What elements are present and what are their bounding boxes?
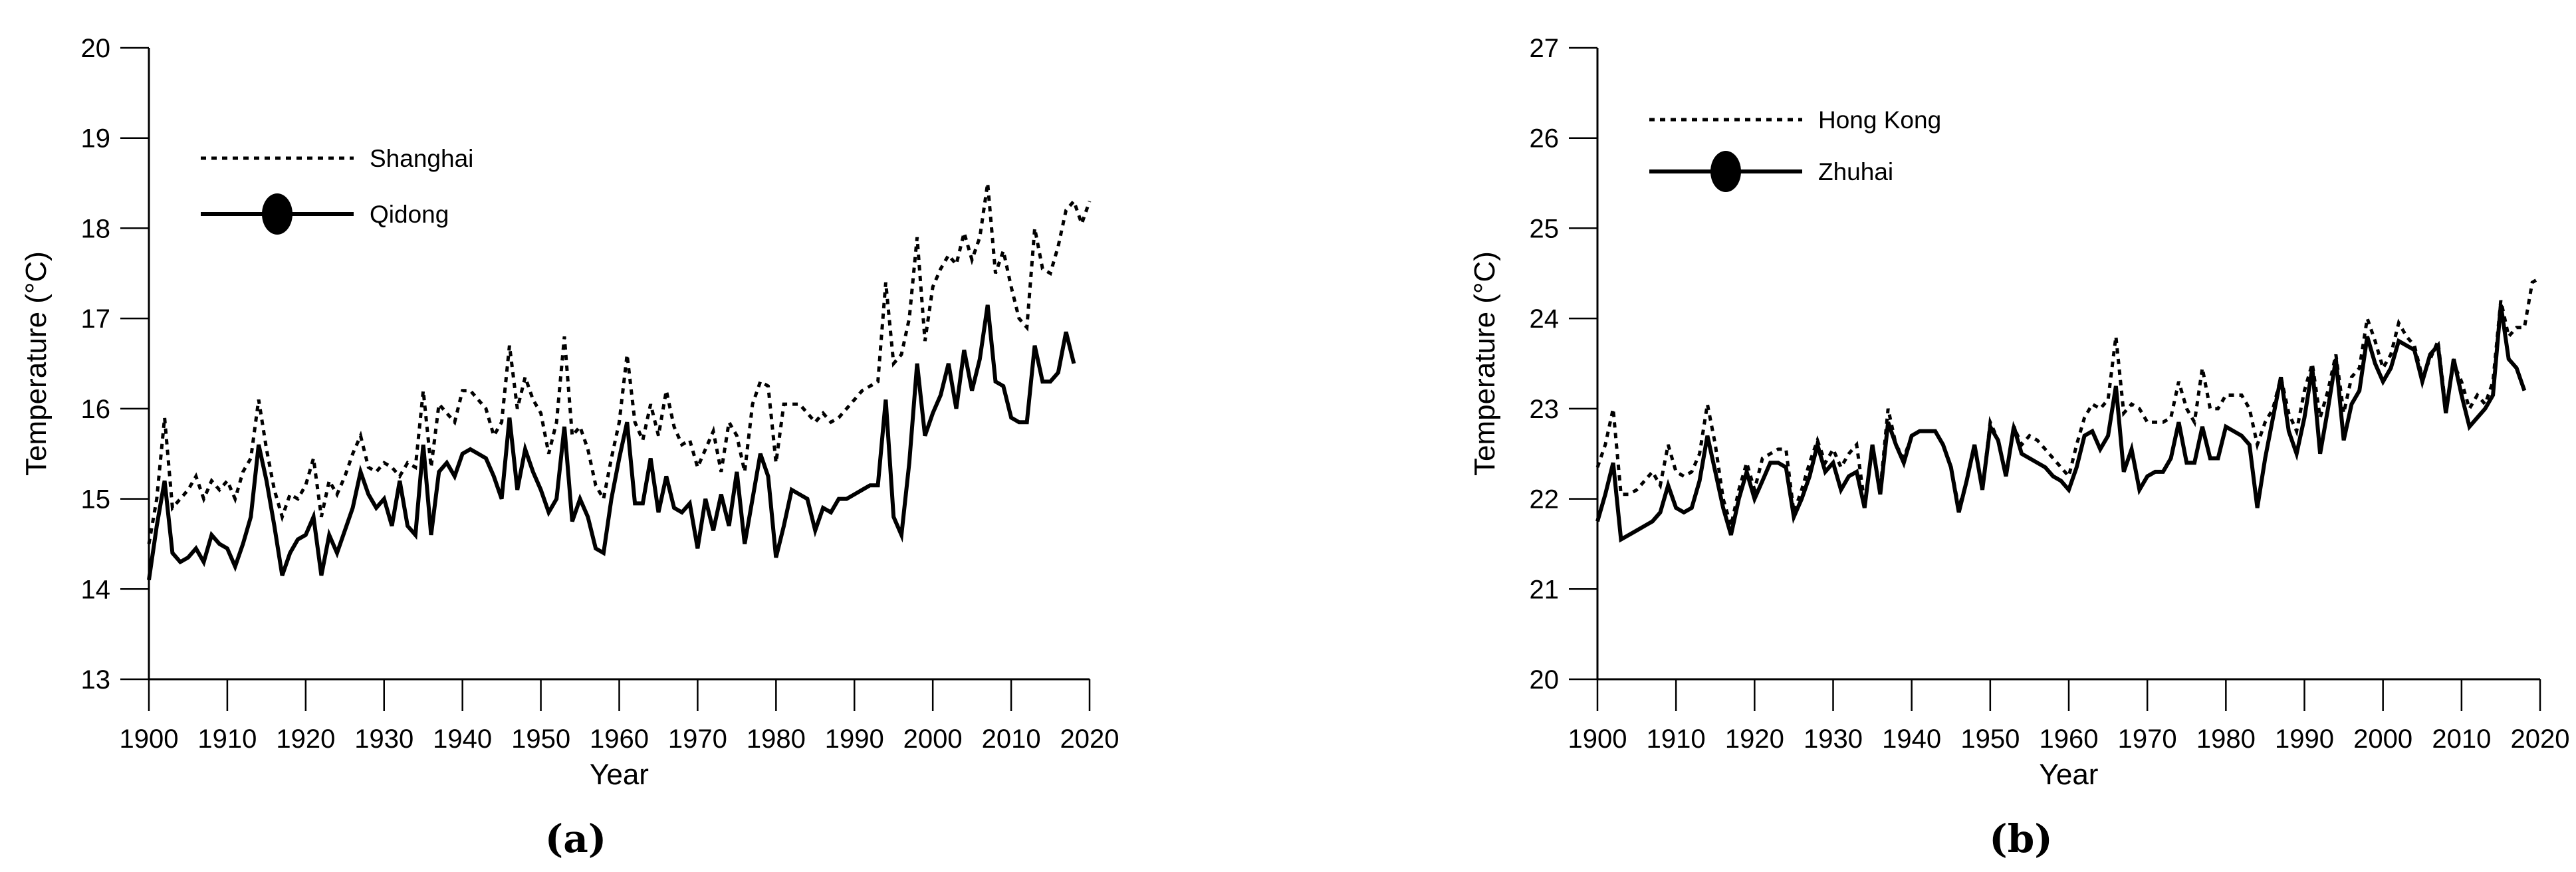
legend-label: Qidong <box>370 201 449 228</box>
series-zhuhai <box>1595 304 2527 543</box>
x-tick-label: 1950 <box>1960 724 2020 754</box>
y-tick-label: 24 <box>1530 304 1560 334</box>
legend-marker-icon <box>1710 151 1741 192</box>
y-tick-label: 15 <box>81 485 111 514</box>
axis-b <box>1596 48 2540 681</box>
x-tick-label: 2010 <box>2432 724 2491 754</box>
series-qidong <box>147 304 1076 581</box>
x-tick-label: 1970 <box>2118 724 2177 754</box>
x-tick-label: 1930 <box>1804 724 1863 754</box>
y-axis-title: Temperature (°C) <box>20 251 53 476</box>
x-tick-label: 1920 <box>1725 724 1784 754</box>
x-axis-title: Year <box>2040 758 2099 791</box>
x-tick-label: 2000 <box>903 724 963 754</box>
x-tick-label: 1990 <box>2275 724 2334 754</box>
panel-caption-b: (b) <box>1989 816 2053 861</box>
y-tick-label: 22 <box>1530 485 1560 514</box>
y-tick-label: 17 <box>81 304 111 334</box>
x-tick-label: 2020 <box>2511 724 2570 754</box>
y-tick-label: 20 <box>1530 665 1560 695</box>
chart-panel-b: 20 21 22 23 24 25 26 27 1900 1910 1920 1930 1940 1950… <box>1468 34 2570 791</box>
x-tick-label: 1980 <box>747 724 806 754</box>
y-tick-label: 13 <box>81 665 111 695</box>
x-tick-label: 1940 <box>433 724 492 754</box>
x-tick-label: 2020 <box>1060 724 1119 754</box>
y-tick-label: 19 <box>81 124 111 154</box>
x-tick-label: 1970 <box>668 724 727 754</box>
y-tick-label: 25 <box>1530 214 1560 243</box>
x-tick-label: 1900 <box>1568 724 1627 754</box>
series-shanghai <box>147 183 1092 544</box>
x-tick-label: 1950 <box>511 724 570 754</box>
y-tick-label: 18 <box>81 214 111 243</box>
x-tick-label: 2000 <box>2353 724 2412 754</box>
legend-label: Hong Kong <box>1818 106 1941 134</box>
x-tick-label: 1900 <box>120 724 179 754</box>
x-tick-label: 1960 <box>590 724 649 754</box>
x-tick-label: 1910 <box>1647 724 1706 754</box>
legend-marker-icon <box>262 193 293 235</box>
series-hong-kong <box>1595 276 2541 526</box>
y-tick-label: 23 <box>1530 395 1560 424</box>
x-tick-label: 1990 <box>825 724 884 754</box>
legend-label: Zhuhai <box>1818 158 1893 185</box>
panel-caption-a: (a) <box>544 816 607 861</box>
x-tick-label: 2010 <box>982 724 1041 754</box>
x-tick-label: 1960 <box>2040 724 2099 754</box>
y-axis-title: Temperature (°C) <box>1468 251 1501 476</box>
x-tick-label: 1980 <box>2196 724 2256 754</box>
y-tick-label: 21 <box>1530 575 1560 604</box>
x-tick-label: 1920 <box>276 724 335 754</box>
legend-label: Shanghai <box>370 145 473 172</box>
y-tick-label: 20 <box>81 34 111 63</box>
y-tick-label: 27 <box>1530 34 1560 63</box>
x-axis-title: Year <box>590 758 649 791</box>
y-tick-label: 26 <box>1530 124 1560 154</box>
x-tick-label: 1940 <box>1882 724 1941 754</box>
y-tick-label: 16 <box>81 395 111 424</box>
x-tick-label: 1930 <box>354 724 413 754</box>
x-tick-label: 1910 <box>197 724 257 754</box>
y-tick-label: 14 <box>81 575 111 604</box>
